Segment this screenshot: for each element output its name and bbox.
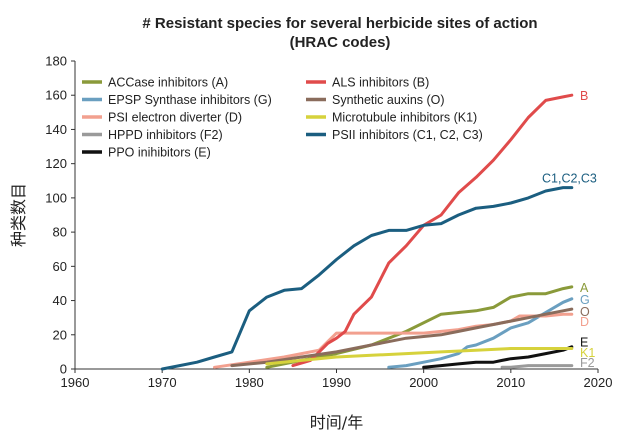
legend-label: EPSP Synthase inhibitors (G) xyxy=(108,93,272,107)
y-tick-label: 100 xyxy=(45,190,67,205)
legend-label: Synthetic auxins (O) xyxy=(332,93,445,107)
series-end-label-g: G xyxy=(580,293,590,307)
legend-label: PSI electron diverter (D) xyxy=(108,111,242,125)
legend-label: ALS inhibitors (B) xyxy=(332,76,429,90)
legend-label: PPO inihibitors (E) xyxy=(108,146,211,160)
series-end-label-b: B xyxy=(580,89,588,103)
x-tick-label: 2000 xyxy=(409,375,438,390)
series-line-k1 xyxy=(265,347,574,366)
x-tick-label: 2010 xyxy=(496,375,525,390)
chart-subtitle: (HRAC codes) xyxy=(289,34,391,51)
y-tick-label: 120 xyxy=(45,156,67,171)
series-line-c1-c2-c3 xyxy=(160,186,574,371)
series-end-label-e: E xyxy=(580,336,588,350)
y-tick-label: 20 xyxy=(53,327,67,342)
series-end-label-o: O xyxy=(580,305,590,319)
x-axis-title: 时间/年 xyxy=(310,413,363,432)
series-lines xyxy=(160,93,574,371)
y-tick-label: 180 xyxy=(45,54,67,69)
series-line-b xyxy=(291,93,574,368)
y-tick-label: 80 xyxy=(53,225,67,240)
series-line-e xyxy=(422,345,574,369)
legend-label: PSII inhibitors (C1, C2, C3) xyxy=(332,128,483,142)
series-line-g xyxy=(387,297,574,369)
legend-label: Microtubule inhibitors (K1) xyxy=(332,111,477,125)
series-end-label-c1-c2-c3: C1,C2,C3 xyxy=(542,171,597,185)
series-line-f2 xyxy=(500,364,574,369)
axes: 1960 1970 1980 1990 2000 2010 2020 0 20 40 60 80 100… xyxy=(9,54,612,433)
y-tick-label: 140 xyxy=(45,122,67,137)
series-end-label-a: A xyxy=(580,281,589,295)
series-end-label-f2: F2 xyxy=(580,356,595,370)
x-tick-label: 1990 xyxy=(322,375,351,390)
legend: ACCase inhibitors (A) EPSP Synthase inhib… xyxy=(82,76,483,160)
x-tick-label: 1970 xyxy=(148,375,177,390)
y-tick-label: 40 xyxy=(53,293,67,308)
series-end-labels: AGD F2 E B O K1 C1,C2,C3 xyxy=(542,89,597,370)
legend-label: HPPD inhibitors (F2) xyxy=(108,128,223,142)
series-line-d xyxy=(213,312,574,369)
y-tick-label: 60 xyxy=(53,259,67,274)
series-line-o xyxy=(230,307,574,368)
y-tick-label: 160 xyxy=(45,88,67,103)
series-end-label-k1: K1 xyxy=(580,346,595,360)
x-tick-label: 1980 xyxy=(235,375,264,390)
y-tick-label: 0 xyxy=(60,362,67,377)
chart-title-line-1: # Resistant species for several herbicid… xyxy=(142,15,538,32)
series-end-label-d: D xyxy=(580,315,589,329)
y-axis-title: 种类数目 xyxy=(9,183,28,247)
x-tick-label: 2020 xyxy=(584,375,613,390)
legend-label: ACCase inhibitors (A) xyxy=(108,76,228,90)
chart-title: # Resistant species for several herbicid… xyxy=(60,14,620,52)
x-tick-label: 1960 xyxy=(61,375,90,390)
